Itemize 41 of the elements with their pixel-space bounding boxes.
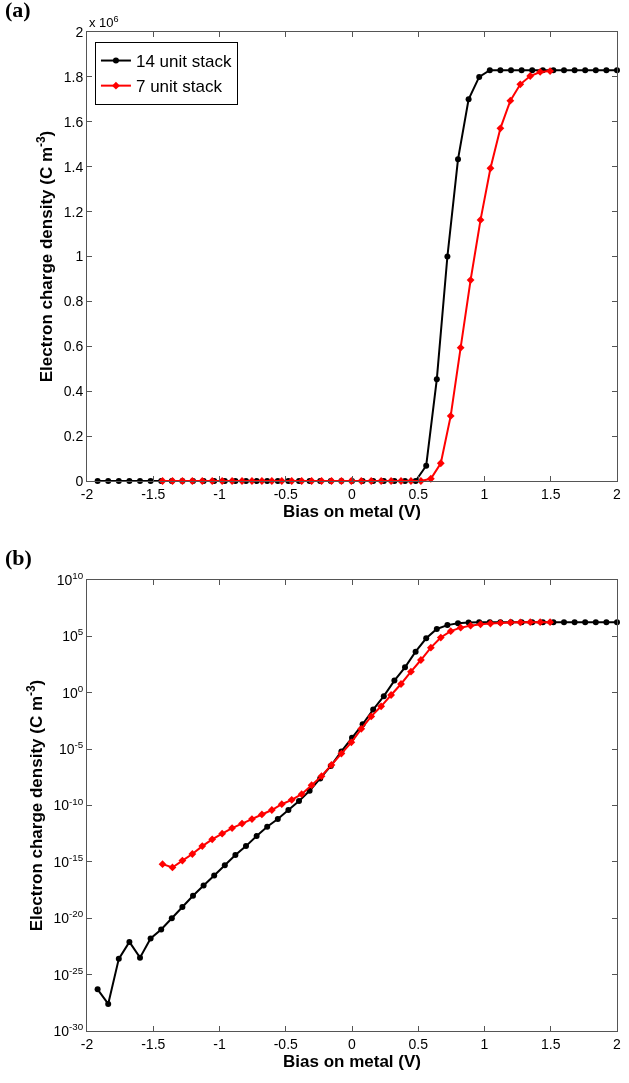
y-tick-label: 0.4 <box>63 383 84 400</box>
y-tick-label: 2 <box>75 23 84 40</box>
y-tick-label: 0.2 <box>63 428 84 444</box>
legend-label: 7 unit stack <box>135 77 223 97</box>
text: x 10$^{6}$ <box>89 14 119 31</box>
x-tick-label: 2 <box>613 1035 622 1052</box>
x-tick-label: 0.5 <box>408 485 429 502</box>
x-tick-label: -1 <box>213 1035 226 1052</box>
y-tick-label: 0.6 <box>63 338 84 355</box>
text: (a) <box>5 0 31 22</box>
y-tick-label: 1.4 <box>63 158 84 175</box>
x-tick-label: 1 <box>480 1035 489 1052</box>
x-tick-label: 0 <box>348 1035 357 1052</box>
y-tick-label: 0.8 <box>63 293 84 310</box>
x-tick-label: 0 <box>348 485 357 502</box>
y-tick-label: 10$^{5}$ <box>62 626 84 645</box>
y-tick-label: 1.6 <box>63 113 84 130</box>
x-tick-label: 1 <box>480 485 489 502</box>
y-tick-label: 10$^{-20}$ <box>53 908 84 927</box>
x-tick-label: -1.5 <box>141 1035 166 1052</box>
x-axis-title: Bias on metal (V) <box>283 1052 421 1072</box>
x-tick-label: 0.5 <box>408 1035 429 1052</box>
text: (b) <box>5 545 32 570</box>
x-tick-label: -1.5 <box>141 485 166 502</box>
y-tick-label: 1 <box>75 248 84 265</box>
y-tick-label: 10$^{-5}$ <box>58 739 84 758</box>
y-tick-label: 10$^{-10}$ <box>53 795 84 814</box>
legend-label: 14 unit stack <box>135 52 232 72</box>
y-tick-label: 10$^{10}$ <box>56 570 84 588</box>
x-tick-label: 2 <box>613 485 622 502</box>
y-tick-label: 10$^{0}$ <box>62 682 84 701</box>
y-tick-label: 10$^{-15}$ <box>53 851 84 870</box>
x-tick-label: -0.5 <box>273 485 299 502</box>
x-axis-title: Bias on metal (V) <box>283 502 421 522</box>
x-tick-label: 1.5 <box>541 1035 561 1052</box>
x-tick-label: -0.5 <box>273 1035 299 1052</box>
y-tick-label: 1.2 <box>63 203 84 220</box>
x-tick-label: 1.5 <box>541 485 561 502</box>
y-tick-label: 10$^{-25}$ <box>53 964 84 983</box>
y-tick-label: 1.8 <box>63 68 84 85</box>
x-tick-label: -1 <box>213 485 226 502</box>
